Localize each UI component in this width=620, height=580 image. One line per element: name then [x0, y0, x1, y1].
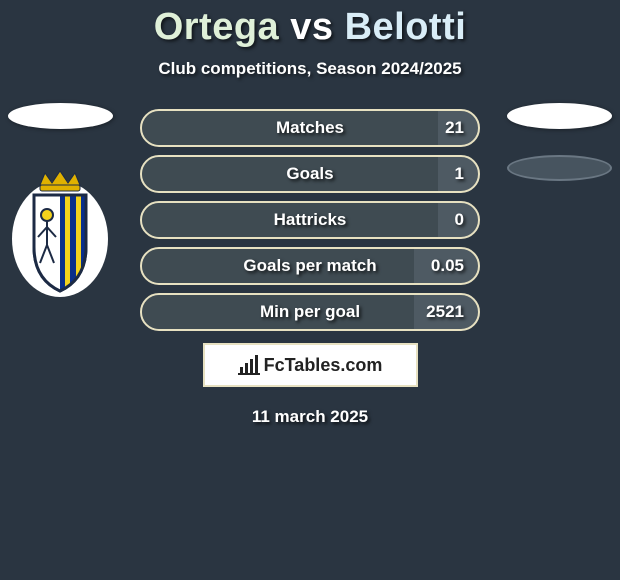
stat-value: 21 — [445, 118, 464, 138]
stat-value: 2521 — [426, 302, 464, 322]
stat-pill-list: Matches 21 Goals 1 Hattricks 0 Goals per… — [140, 109, 480, 331]
subtitle: Club competitions, Season 2024/2025 — [0, 59, 620, 79]
bars-chart-icon — [238, 355, 260, 375]
stat-pill: Goals 1 — [140, 155, 480, 193]
title-vs: vs — [290, 6, 333, 48]
player1-name: Ortega — [154, 6, 279, 48]
comparison-title: Ortega vs Belotti — [0, 6, 620, 49]
stat-pill: Matches 21 — [140, 109, 480, 147]
player1-club-crest — [10, 167, 110, 297]
stat-label: Hattricks — [274, 210, 347, 230]
stat-value: 1 — [455, 164, 464, 184]
stat-value: 0 — [455, 210, 464, 230]
stat-label: Goals per match — [243, 256, 376, 276]
player2-club-ellipse — [507, 155, 612, 181]
stat-pill: Goals per match 0.05 — [140, 247, 480, 285]
player2-avatar-ellipse — [507, 103, 612, 129]
stat-pill: Hattricks 0 — [140, 201, 480, 239]
stat-value: 0.05 — [431, 256, 464, 276]
stat-label: Matches — [276, 118, 344, 138]
brand-box: FcTables.com — [203, 343, 418, 387]
brand-text: FcTables.com — [264, 355, 383, 376]
player1-avatar-ellipse — [8, 103, 113, 129]
player2-name: Belotti — [345, 6, 467, 48]
stats-stage: Matches 21 Goals 1 Hattricks 0 Goals per… — [0, 109, 620, 427]
stat-label: Goals — [286, 164, 333, 184]
stat-pill: Min per goal 2521 — [140, 293, 480, 331]
snapshot-date: 11 march 2025 — [0, 407, 620, 427]
stat-label: Min per goal — [260, 302, 360, 322]
